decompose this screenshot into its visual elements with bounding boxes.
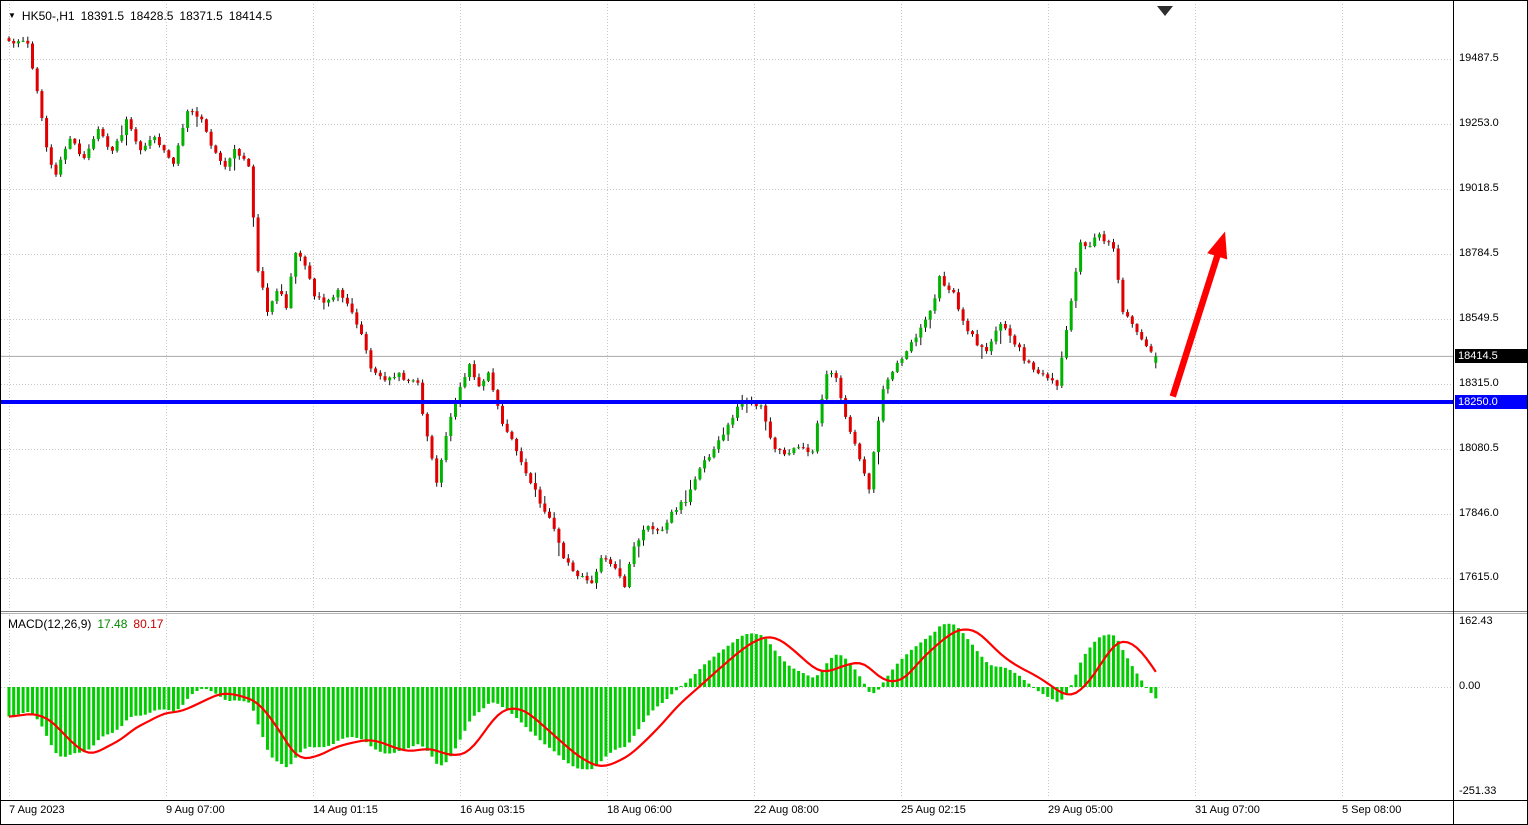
time-axis-label: 9 Aug 07:00 [166, 804, 225, 816]
candlestick-series [1, 36, 1453, 589]
macd-name: MACD(12,26,9) [8, 617, 92, 631]
trend-arrow-line[interactable] [1169, 247, 1223, 398]
macd-main-value: 17.48 [97, 617, 128, 631]
current-price-tag: 18414.5 [1455, 349, 1527, 364]
time-axis-label: 25 Aug 02:15 [901, 804, 966, 816]
price-axis[interactable]: 19487.5 19253.0 19018.5 18784.5 18549.5 18315… [1454, 1, 1527, 824]
symbol-timeframe: HK50-,H1 [21, 9, 75, 23]
macd-axis-label: 0.00 [1459, 680, 1481, 692]
price-axis-label: 17846.0 [1459, 507, 1499, 519]
time-axis-label: 16 Aug 03:15 [460, 804, 525, 816]
time-axis-label: 22 Aug 08:00 [754, 804, 819, 816]
price-axis-label: 18315.0 [1459, 377, 1499, 389]
price-axis-label: 19018.5 [1459, 182, 1499, 194]
open-value: 18391.5 [80, 9, 124, 23]
symbol-ohlc-header: ▼ HK50-,H1 18391.5 18428.5 18371.5 18414… [8, 9, 272, 23]
high-value: 18428.5 [130, 9, 174, 23]
macd-axis-label: -251.33 [1459, 785, 1497, 797]
macd-panel [7, 623, 1158, 770]
price-axis-label: 18080.5 [1459, 442, 1499, 454]
trend-arrow-head[interactable] [1207, 231, 1228, 260]
time-axis-label: 5 Sep 08:00 [1342, 804, 1402, 816]
price-axis-label: 18549.5 [1459, 312, 1499, 324]
close-value: 18414.5 [228, 9, 273, 23]
time-axis-label: 7 Aug 2023 [9, 804, 65, 816]
macd-indicator-label: MACD(12,26,9) 17.48 80.17 [8, 617, 163, 631]
low-value: 18371.5 [179, 9, 223, 23]
time-axis-label: 29 Aug 05:00 [1048, 804, 1113, 816]
macd-axis-label: 162.43 [1459, 615, 1493, 627]
hline-price-tag: 18250.0 [1455, 395, 1527, 410]
chart-shift-icon[interactable] [1157, 6, 1173, 16]
time-axis-label: 18 Aug 06:00 [607, 804, 672, 816]
macd-signal-value: 80.17 [133, 617, 164, 631]
symbol-dropdown-icon[interactable]: ▼ [8, 11, 16, 20]
time-axis-label: 14 Aug 01:15 [313, 804, 378, 816]
time-axis-label: 31 Aug 07:00 [1195, 804, 1260, 816]
macd-signal-line [8, 628, 1157, 767]
time-axis[interactable]: 7 Aug 2023 9 Aug 07:00 14 Aug 01:15 16 Aug … [1, 800, 1527, 824]
price-axis-label: 17615.0 [1459, 571, 1499, 584]
gridlines [1, 4, 1453, 798]
price-axis-label: 19253.0 [1459, 117, 1499, 129]
price-axis-label: 19487.5 [1459, 52, 1499, 64]
price-axis-label: 18784.5 [1459, 246, 1499, 259]
